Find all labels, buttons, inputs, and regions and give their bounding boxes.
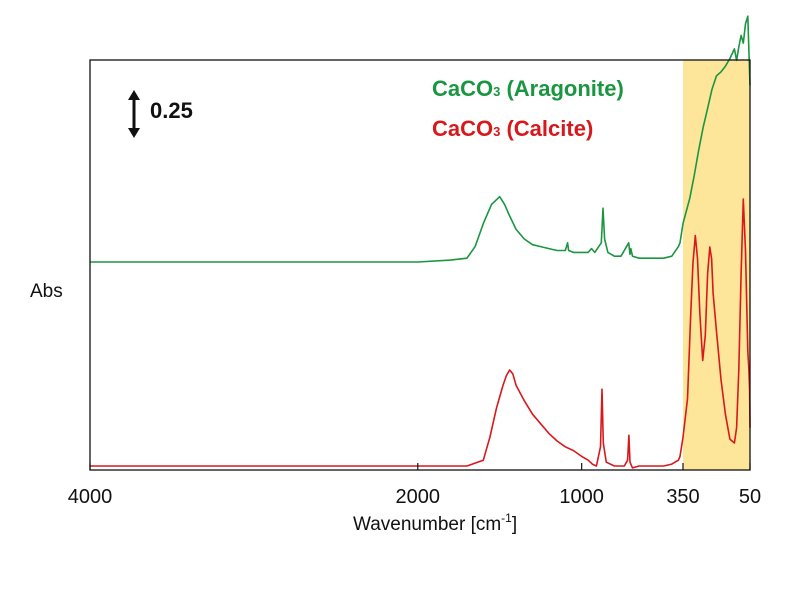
- series-line-1: [90, 198, 751, 469]
- plot-frame: [89, 59, 751, 471]
- legend-calcite: CaCO3 (Calcite): [432, 116, 593, 141]
- x-tick-label: 1000: [559, 486, 604, 508]
- series-line-0: [90, 15, 751, 263]
- x-tick-label: 350: [666, 486, 699, 508]
- x-tick-label: 2000: [396, 486, 441, 508]
- scale-bar-label: 0.25: [150, 98, 193, 123]
- legend-aragonite: CaCO3 (Aragonite): [432, 76, 624, 101]
- x-ticks: 4000 2000 1000 350 50: [68, 463, 761, 508]
- double-arrow-icon: [128, 90, 140, 138]
- y-axis-label: Abs: [30, 281, 63, 302]
- x-axis-label: Wavenumber [cm-1]: [353, 511, 517, 535]
- series-layer: [90, 15, 751, 469]
- x-tick-label: 4000: [68, 486, 113, 508]
- scale-bar: 0.25: [128, 90, 193, 138]
- x-tick-label: 50: [739, 486, 761, 508]
- highlight-region: [683, 60, 750, 470]
